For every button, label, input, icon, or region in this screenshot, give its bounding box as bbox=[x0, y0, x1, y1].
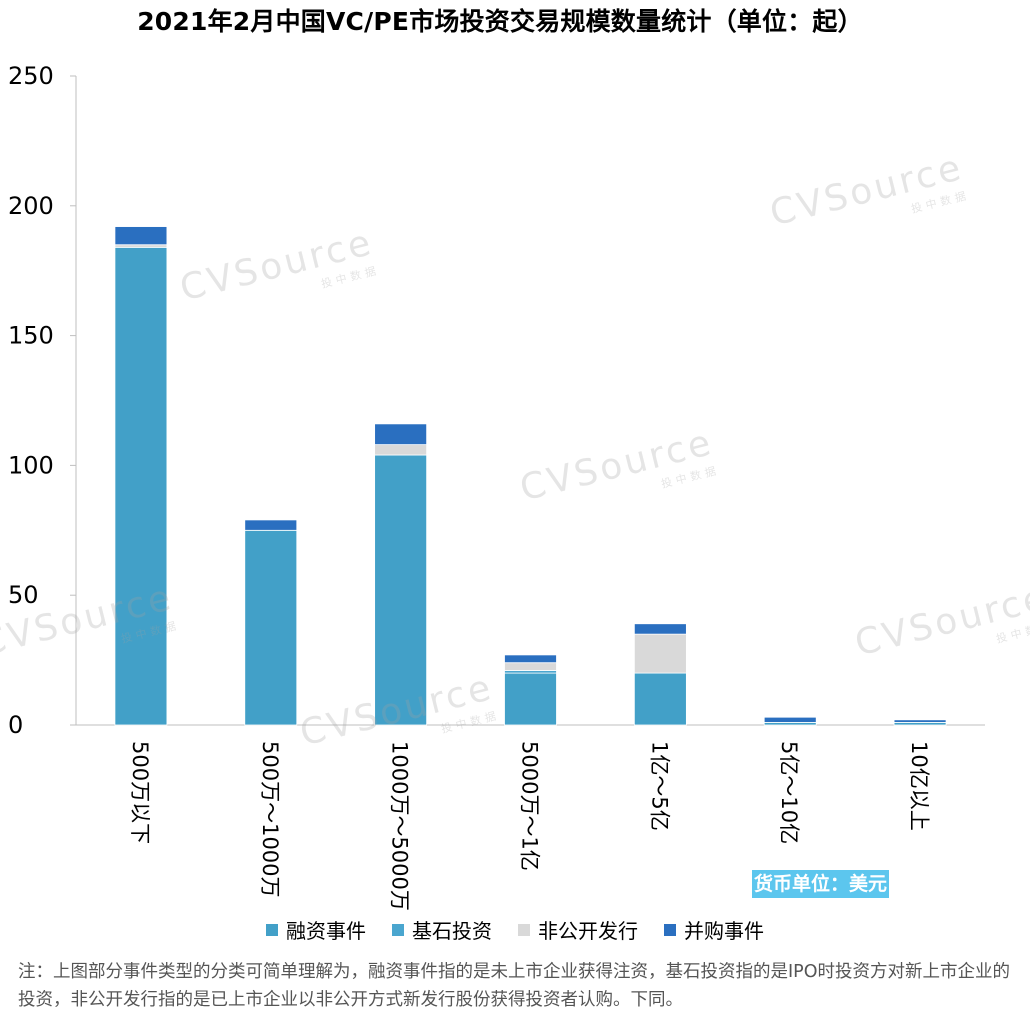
bar-segment bbox=[504, 654, 557, 664]
legend-label: 融资事件 bbox=[286, 919, 366, 943]
chart-legend: 融资事件 基石投资 非公开发行 并购事件 bbox=[0, 915, 1030, 944]
x-tick-label: 500万以下 bbox=[128, 741, 152, 844]
bar-segment bbox=[504, 662, 557, 671]
y-tick-label: 100 bbox=[8, 451, 54, 479]
bar-segment bbox=[374, 423, 428, 446]
y-tick-label: 200 bbox=[8, 192, 54, 220]
legend-item-ma: 并购事件 bbox=[664, 915, 764, 944]
bar-segment bbox=[114, 246, 168, 726]
chart-title: 2021年2月中国VC/PE市场投资交易规模数量统计（单位：起） bbox=[137, 7, 863, 36]
bar-segment bbox=[633, 672, 687, 726]
x-tick-label: 1000万～5000万 bbox=[388, 741, 412, 910]
bar-segment bbox=[633, 623, 687, 635]
stacked-bar-chart: 0 50 100 150 200 250 500万以下 500万～1000万 1000万～500… bbox=[8, 62, 985, 910]
legend-item-financing: 融资事件 bbox=[266, 915, 366, 944]
bar-segment bbox=[244, 529, 298, 726]
currency-note: 货币单位：美元 bbox=[752, 870, 890, 898]
y-tick-label: 250 bbox=[8, 62, 54, 90]
bar-segment bbox=[893, 719, 947, 723]
legend-label: 并购事件 bbox=[684, 919, 764, 943]
y-tick-label: 50 bbox=[8, 581, 39, 609]
x-tick-label: 500万～1000万 bbox=[258, 741, 282, 898]
bar-segment bbox=[374, 444, 428, 456]
x-tick-label: 5亿～10亿 bbox=[777, 741, 801, 844]
legend-swatch bbox=[266, 923, 278, 936]
x-tick-label: 5000万～1亿 bbox=[518, 741, 542, 871]
bar-segment bbox=[763, 716, 817, 723]
legend-swatch bbox=[664, 923, 676, 936]
bar-segment bbox=[114, 226, 168, 246]
bar-segment bbox=[633, 633, 687, 674]
bar-segment bbox=[374, 454, 428, 726]
legend-item-private-placement: 非公开发行 bbox=[518, 915, 638, 944]
legend-swatch bbox=[392, 923, 404, 936]
legend-item-cornerstone: 基石投资 bbox=[392, 915, 492, 944]
x-tick-label: 1亿～5亿 bbox=[647, 741, 671, 831]
bar-segment bbox=[244, 519, 298, 531]
y-tick-label: 150 bbox=[8, 322, 54, 350]
legend-label: 非公开发行 bbox=[538, 919, 638, 943]
y-tick-label: 0 bbox=[8, 711, 23, 739]
bar-segment bbox=[504, 672, 557, 726]
footnote: 注：上图部分事件类型的分类可简单理解为，融资事件指的是未上市企业获得注资，基石投… bbox=[18, 962, 1010, 1010]
legend-swatch bbox=[518, 923, 530, 936]
x-tick-label: 10亿以上 bbox=[907, 741, 931, 831]
legend-label: 基石投资 bbox=[412, 919, 492, 943]
